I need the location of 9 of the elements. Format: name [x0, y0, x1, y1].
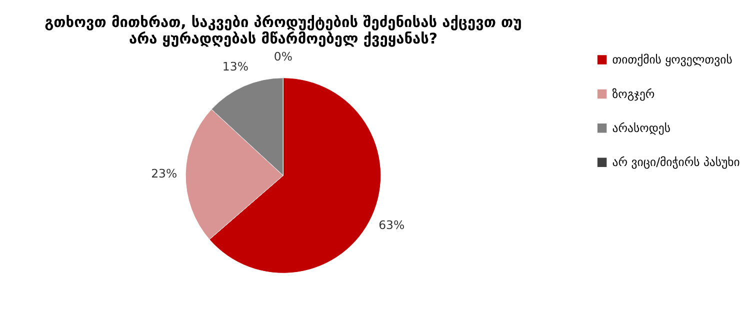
- text: 0%: [274, 49, 292, 64]
- legend-label: თითქმის ყოველთვის: [612, 52, 732, 67]
- legend-label: არ ვიცი/მიჭირს პასუხი: [612, 155, 740, 170]
- data-label: 13%: [222, 59, 248, 74]
- legend-label: ზოგჯერ: [612, 86, 655, 101]
- chart-title: გთხოვთ მითხრათ, საკვები პროდუქტების შეძენისას აქცევთ თუ არა ყურადღებას მწარმოებელ ქვეყანას?: [44, 14, 522, 48]
- data-label: 23%: [151, 166, 178, 181]
- data-label: 63%: [378, 218, 405, 232]
- legend-label: არასოდეს: [612, 121, 670, 136]
